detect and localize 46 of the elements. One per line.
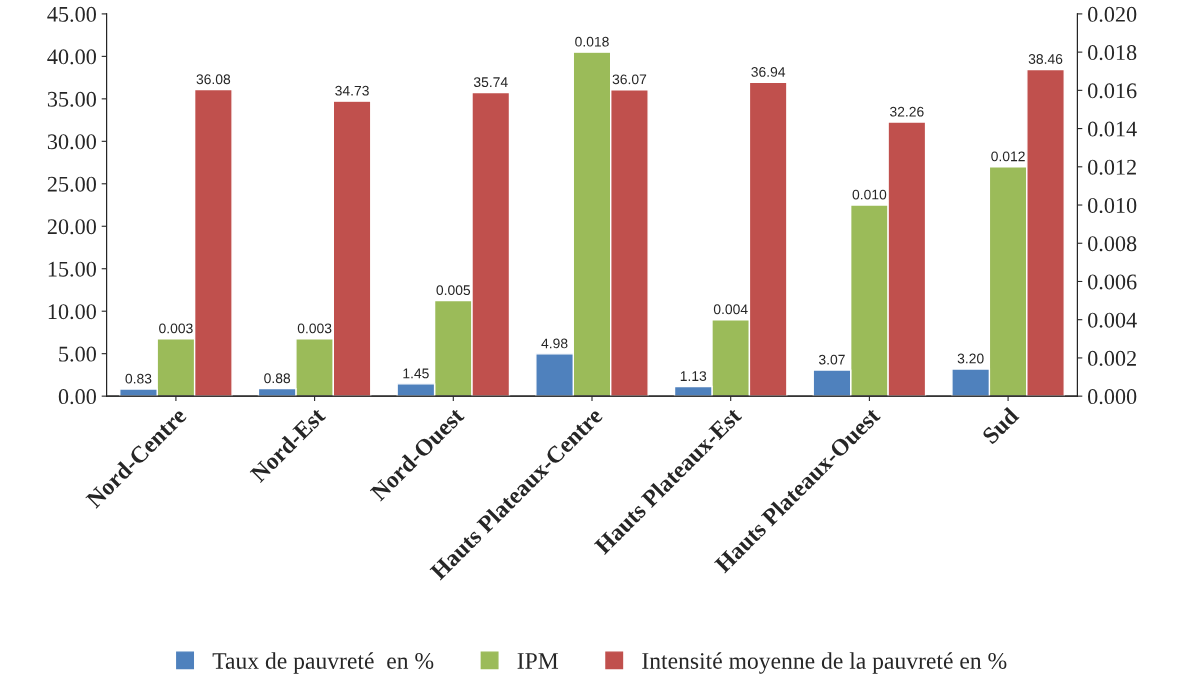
y-tick-label: 0.00 (58, 389, 96, 405)
y2-tick-label: 0.000 (1088, 389, 1137, 405)
data-label: 38.46 (1028, 54, 1063, 64)
y2-tick-label: 0.006 (1088, 274, 1137, 290)
y2-tick-label: 0.018 (1088, 45, 1137, 61)
x-tick-label: Sud (981, 406, 1020, 445)
data-label: 0.005 (436, 285, 471, 296)
y2-tick-label: 0.004 (1088, 312, 1137, 328)
y-tick-label: 35.00 (47, 91, 96, 107)
data-label: 0.012 (991, 151, 1025, 162)
data-label: 36.94 (751, 67, 786, 77)
y-tick-label: 15.00 (48, 261, 96, 277)
y2-tick-label: 0.008 (1088, 236, 1137, 252)
data-label: 36.07 (612, 74, 647, 85)
y2-tick-label: 0.010 (1088, 197, 1137, 214)
data-label: 1.13 (680, 371, 707, 382)
data-label: 4.98 (541, 338, 568, 349)
data-label: 0.88 (264, 373, 291, 384)
y2-tick-label: 0.020 (1088, 6, 1137, 22)
data-label: 1.45 (403, 368, 429, 379)
y2-tick-label: 0.002 (1088, 350, 1136, 366)
data-label: 0.010 (852, 189, 887, 200)
y2-tick-label: 0.012 (1088, 159, 1136, 175)
data-label: 36.08 (196, 74, 231, 85)
data-label: 35.74 (473, 77, 508, 88)
y-tick-label: 20.00 (47, 219, 96, 235)
data-label: 0.004 (713, 304, 748, 315)
legend-label: IPM (517, 653, 559, 669)
y-tick-label: 25.00 (47, 176, 96, 192)
data-label: 0.003 (297, 323, 332, 334)
y2-tick-label: 0.014 (1088, 121, 1137, 137)
data-label: 3.20 (957, 353, 984, 364)
y-tick-label: 45.00 (47, 6, 96, 22)
y-tick-label: 5.00 (59, 346, 96, 362)
y2-tick-label: 0.016 (1088, 83, 1137, 99)
data-label: 34.73 (335, 85, 369, 96)
legend-label: Taux de pauvreté en % (212, 652, 434, 674)
legend-label: Intensité moyenne de la pauvreté en % (642, 652, 1007, 674)
y-tick-label: 10.00 (48, 304, 96, 320)
data-label: 3.07 (818, 354, 845, 365)
data-label: 0.018 (575, 36, 609, 47)
data-label: 0.83 (125, 373, 152, 384)
y-tick-label: 40.00 (47, 49, 96, 65)
data-label: 0.003 (159, 323, 193, 334)
data-label: 32.26 (890, 106, 924, 117)
y-tick-label: 30.00 (47, 134, 96, 150)
